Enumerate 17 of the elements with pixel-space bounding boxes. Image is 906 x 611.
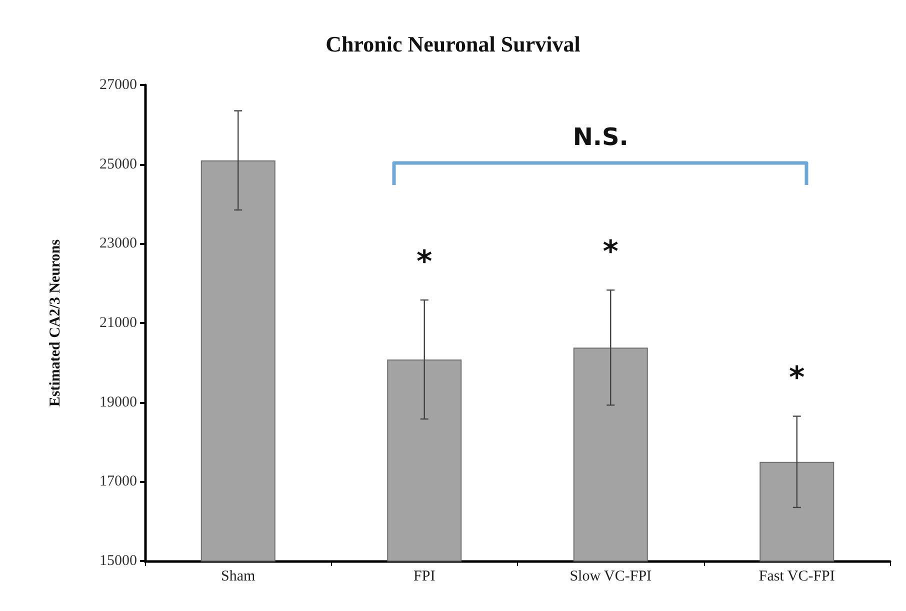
y-tick-label: 25000	[100, 156, 137, 172]
x-tick-label: Fast VC-FPI	[758, 568, 835, 584]
y-tick-label: 15000	[100, 553, 137, 569]
annotation: *	[602, 234, 619, 270]
y-tick-label: 17000	[100, 474, 137, 490]
y-tick-label: 21000	[100, 315, 137, 331]
y-tick-label: 27000	[100, 77, 137, 93]
y-tick-label: 19000	[100, 394, 137, 410]
x-tick-label: Slow VC-FPI	[570, 568, 652, 584]
annotation: *	[416, 244, 433, 280]
chart-title: Chronic Neuronal Survival	[326, 32, 580, 56]
y-axis-title: Estimated CA2/3 Neurons	[48, 239, 64, 407]
y-tick-label: 23000	[100, 236, 137, 252]
x-tick-label: FPI	[414, 568, 436, 584]
annotation: *	[789, 360, 806, 396]
annotation: N.S.	[572, 123, 630, 151]
x-tick-label: Sham	[221, 568, 256, 584]
